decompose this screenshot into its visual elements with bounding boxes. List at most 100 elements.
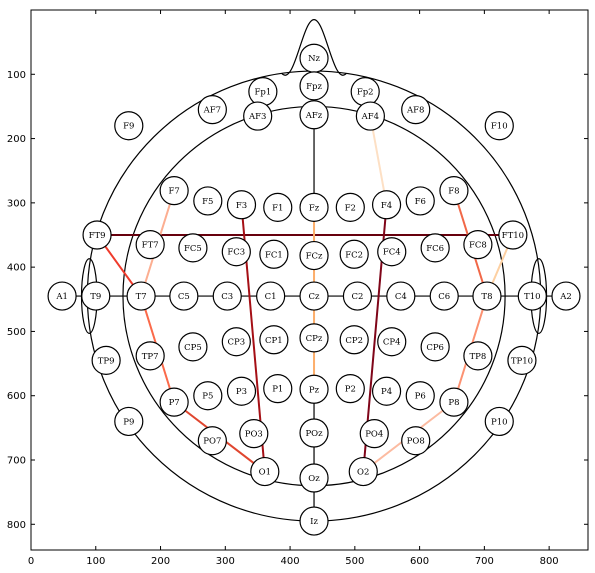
electrode-label: C2 <box>351 292 363 302</box>
electrode-label: Oz <box>308 474 320 484</box>
electrode-po8: PO8 <box>401 426 431 456</box>
electrode-cz: Cz <box>299 281 329 311</box>
electrode-p1: P1 <box>263 374 293 404</box>
electrode-p10: P10 <box>484 406 514 437</box>
x-axis: 0 100 200 300 400 500 600 700 800 <box>28 10 559 567</box>
electrode-label: CPz <box>306 334 323 344</box>
electrode-label: PO7 <box>203 437 221 447</box>
x-tick-label: 100 <box>86 556 105 567</box>
electrode-label: CP3 <box>227 338 245 348</box>
electrode-label: PO8 <box>407 437 425 447</box>
electrode-circle <box>335 192 365 222</box>
electrode-circle <box>299 240 329 271</box>
electrode-label: A1 <box>55 292 68 302</box>
electrode-circle <box>299 506 329 536</box>
electrode-circle <box>126 281 156 311</box>
electrode-circle <box>226 190 257 220</box>
electrode-o1: O1 <box>250 456 280 487</box>
electrode-circle <box>299 463 329 493</box>
electrode-circle <box>472 281 502 311</box>
y-tick-label: 600 <box>7 391 26 402</box>
electrode-label: P3 <box>236 387 247 397</box>
electrode-fc1: FC1 <box>259 239 289 269</box>
electrode-p5: P5 <box>193 381 223 411</box>
electrode-circle <box>401 426 431 456</box>
electrode-circle <box>371 190 402 220</box>
electrode-label: O2 <box>357 468 369 478</box>
electrode-label: PO4 <box>365 430 383 440</box>
electrode-t7: T7 <box>126 281 156 311</box>
electrode-label: AFz <box>305 111 323 121</box>
electrode-circle <box>498 220 528 250</box>
electrode-circle <box>135 230 165 260</box>
electrode-label: FT10 <box>502 231 524 241</box>
electrode-label: T7 <box>136 292 147 302</box>
electrode-c5: C5 <box>169 281 199 311</box>
electrode-label: P1 <box>272 385 283 395</box>
electrode-circle <box>135 341 165 371</box>
electrode-circle <box>159 176 189 206</box>
electrode-label: F10 <box>491 122 508 132</box>
plot-area: Nz Fpz Fp1 Fp2 AF7 AF3 AFz AF4 AF8 F9 F10 F7 F5 F3 F1 F… <box>47 19 581 536</box>
electrode-tp9: TP9 <box>91 345 121 375</box>
electrode-circle <box>377 327 407 357</box>
electrode-cp1: CP1 <box>259 325 289 355</box>
electrode-label: FC2 <box>345 250 363 260</box>
electrode-cpz: CPz <box>299 323 329 353</box>
electrode-circle <box>114 406 144 437</box>
x-tick-label: 200 <box>151 556 170 567</box>
electrode-f10: F10 <box>484 111 514 141</box>
electrode-po3: PO3 <box>239 419 269 449</box>
electrode-circle <box>299 100 329 130</box>
electrode-p3: P3 <box>226 376 257 406</box>
electrode-circle <box>169 281 199 311</box>
electrode-circle <box>299 418 329 448</box>
electrode-circle <box>193 381 223 411</box>
electrode-label: F2 <box>345 203 356 213</box>
electrode-label: C6 <box>438 292 450 302</box>
electrode-cp6: CP6 <box>420 332 450 362</box>
electrode-fc6: FC6 <box>420 233 450 263</box>
electrode-f8: F8 <box>439 176 469 206</box>
electrode-c1: C1 <box>256 281 286 311</box>
axes-frame <box>30 9 589 551</box>
electrode-circle <box>439 387 469 417</box>
electrode-circle <box>429 281 459 311</box>
electrode-label: P2 <box>345 385 356 395</box>
electrode-po7: PO7 <box>197 426 227 456</box>
electrode-fc3: FC3 <box>221 237 251 267</box>
electrode-circle <box>405 381 435 411</box>
electrode-o2: O2 <box>348 456 378 487</box>
y-tick-label: 300 <box>7 198 26 209</box>
x-tick-label: 800 <box>540 556 559 567</box>
electrode-label: C5 <box>178 292 190 302</box>
y-tick-label: 800 <box>7 520 26 531</box>
electrode-circle <box>263 192 293 222</box>
electrode-cp4: CP4 <box>377 327 407 357</box>
electrode-p2: P2 <box>335 374 365 404</box>
electrode-t10: T10 <box>517 281 547 311</box>
electrode-label: CP4 <box>383 338 401 348</box>
electrode-circle <box>221 327 251 357</box>
electrode-label: C4 <box>395 292 407 302</box>
x-tick-label: 500 <box>345 556 364 567</box>
electrode-circle <box>178 332 208 362</box>
electrode-p8: P8 <box>439 387 469 417</box>
electrode-fz: Fz <box>299 192 329 222</box>
electrode-circle <box>299 71 329 101</box>
electrode-cp2: CP2 <box>339 325 369 355</box>
electrode-f2: F2 <box>335 192 365 222</box>
electrode-circle <box>193 186 223 216</box>
electrode-label: CP5 <box>184 343 202 353</box>
electrode-label: A2 <box>559 292 572 302</box>
electrode-circle <box>221 237 251 267</box>
electrode-label: FC5 <box>184 244 202 254</box>
electrode-label: AF4 <box>361 112 379 122</box>
y-axis: 100 200 300 400 500 600 700 800 <box>7 70 588 531</box>
electrode-circle <box>355 101 385 131</box>
electrode-circle <box>420 332 450 362</box>
electrode-af4: AF4 <box>355 101 385 131</box>
electrode-circle <box>226 376 257 406</box>
electrode-label: FT9 <box>89 231 106 241</box>
electrode-label: PO3 <box>245 430 263 440</box>
